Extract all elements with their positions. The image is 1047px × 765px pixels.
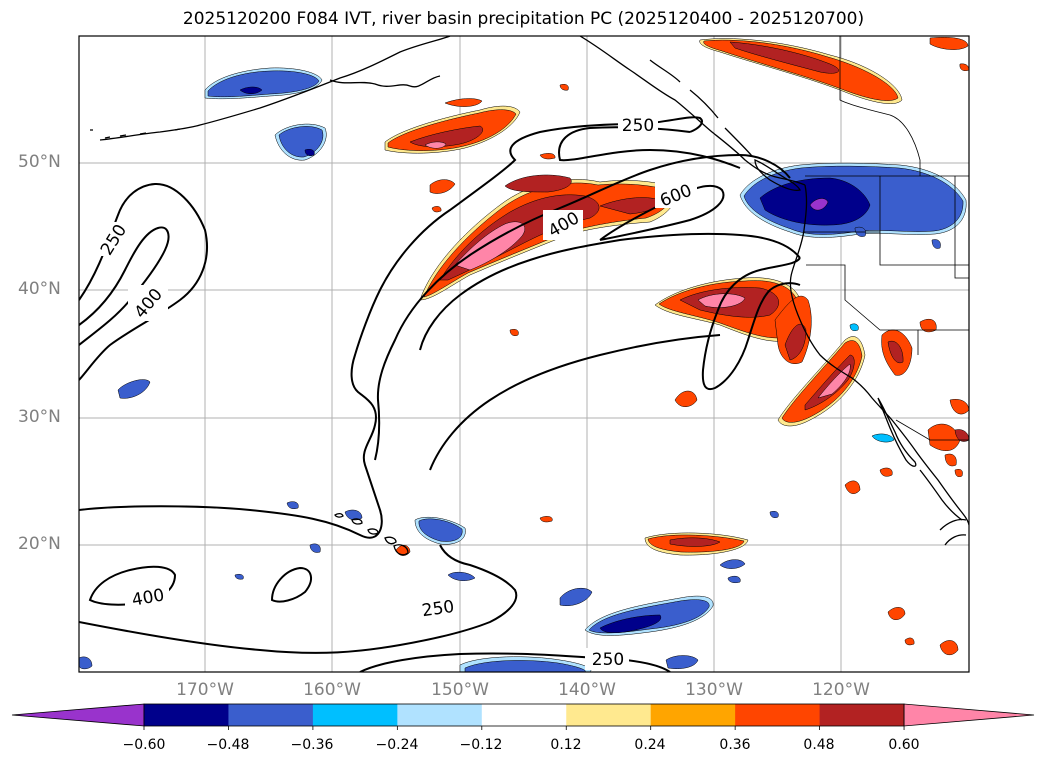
ivt-label-250-south: 250 [421,597,456,621]
colorbar [11,703,1035,730]
colorbar-tick-label: −0.36 [290,737,334,753]
colorbar-segment [566,704,652,726]
colorbar-tick-label: 0.24 [634,737,666,753]
ivt-label-250-bottom: 250 [592,650,624,670]
colorbar-extend-max [903,703,1035,727]
ivt-label-250-north: 250 [622,116,654,136]
colorbar-outline [143,703,905,727]
coastlines [90,36,969,556]
colorbar-segment [228,704,314,726]
colorbar-segment [481,704,567,726]
negative-pc-areas [79,67,967,672]
map-frame [78,35,970,673]
lon-label-150w: 150°W [431,680,489,700]
lon-label-130w: 130°W [685,680,743,700]
lat-label-50n: 50°N [18,152,61,172]
colorbar-tick-label: 0.60 [888,737,920,753]
contour-label-backgrounds [95,115,697,670]
lat-label-20n: 20°N [18,534,61,554]
colorbar-segment [735,704,821,726]
map-title: 2025120200 F084 IVT, river basin precipi… [182,9,865,29]
colorbar-extend-min [11,703,145,727]
lat-label-40n: 40°N [18,279,61,299]
colorbar-tick-label: −0.24 [375,737,419,753]
colorbar-tick-label: 0.12 [550,737,582,753]
map-background [79,36,969,672]
colorbar-tick-label: −0.48 [206,737,250,753]
lon-label-160w: 160°W [303,680,361,700]
colorbar-segment [144,704,229,726]
colorbar-segment [397,704,483,726]
colorbar-tick-label: 0.48 [803,737,835,753]
colorbar-segment [819,704,905,726]
colorbar-tick-label: −0.12 [459,737,503,753]
lon-label-170w: 170°W [176,680,234,700]
lat-label-30n: 30°N [18,407,61,427]
lon-label-140w: 140°W [558,680,616,700]
colorbar-segment [650,704,736,726]
colorbar-tick-label: −0.60 [122,737,166,753]
colorbar-segment [312,704,398,726]
borders [804,36,969,441]
lon-label-120w: 120°W [812,680,870,700]
colorbar-tick-label: 0.36 [719,737,751,753]
